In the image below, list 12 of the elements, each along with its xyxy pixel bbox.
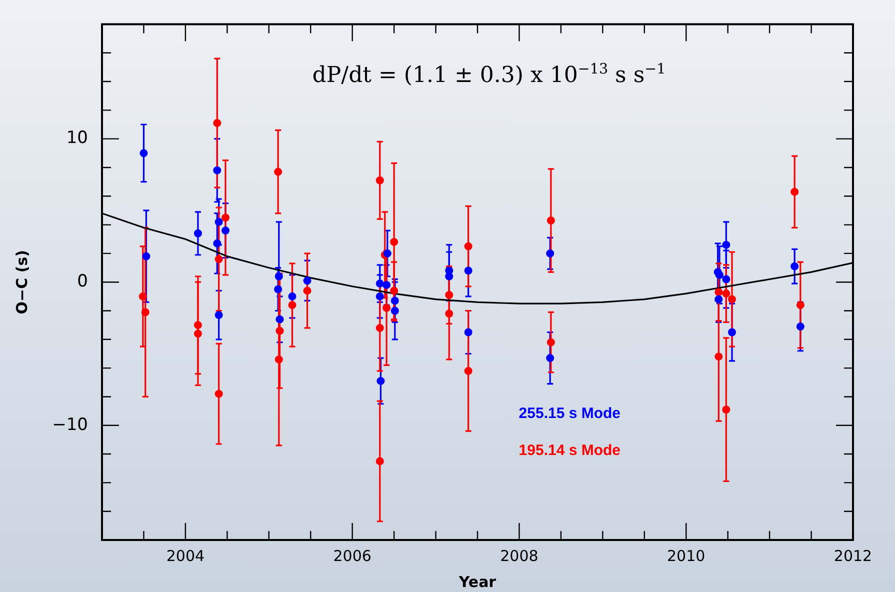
x-tick-label: 2008 [500,546,538,565]
x-tick-label: 2010 [667,546,706,565]
text: 255.15 s Mode [518,405,621,422]
y-tick-label: 10 [66,128,88,148]
y-axis-title: O−C (s) [12,250,31,314]
x-tick-label: 2004 [166,546,205,565]
x-axis-title: Year [458,572,497,591]
x-tick-label: 2006 [333,546,372,565]
y-tick-label: 0 [77,272,88,292]
x-tick-label: 2012 [834,546,872,565]
text: 195.14 s Mode [518,442,621,460]
y-tick-label: −10 [52,414,88,435]
